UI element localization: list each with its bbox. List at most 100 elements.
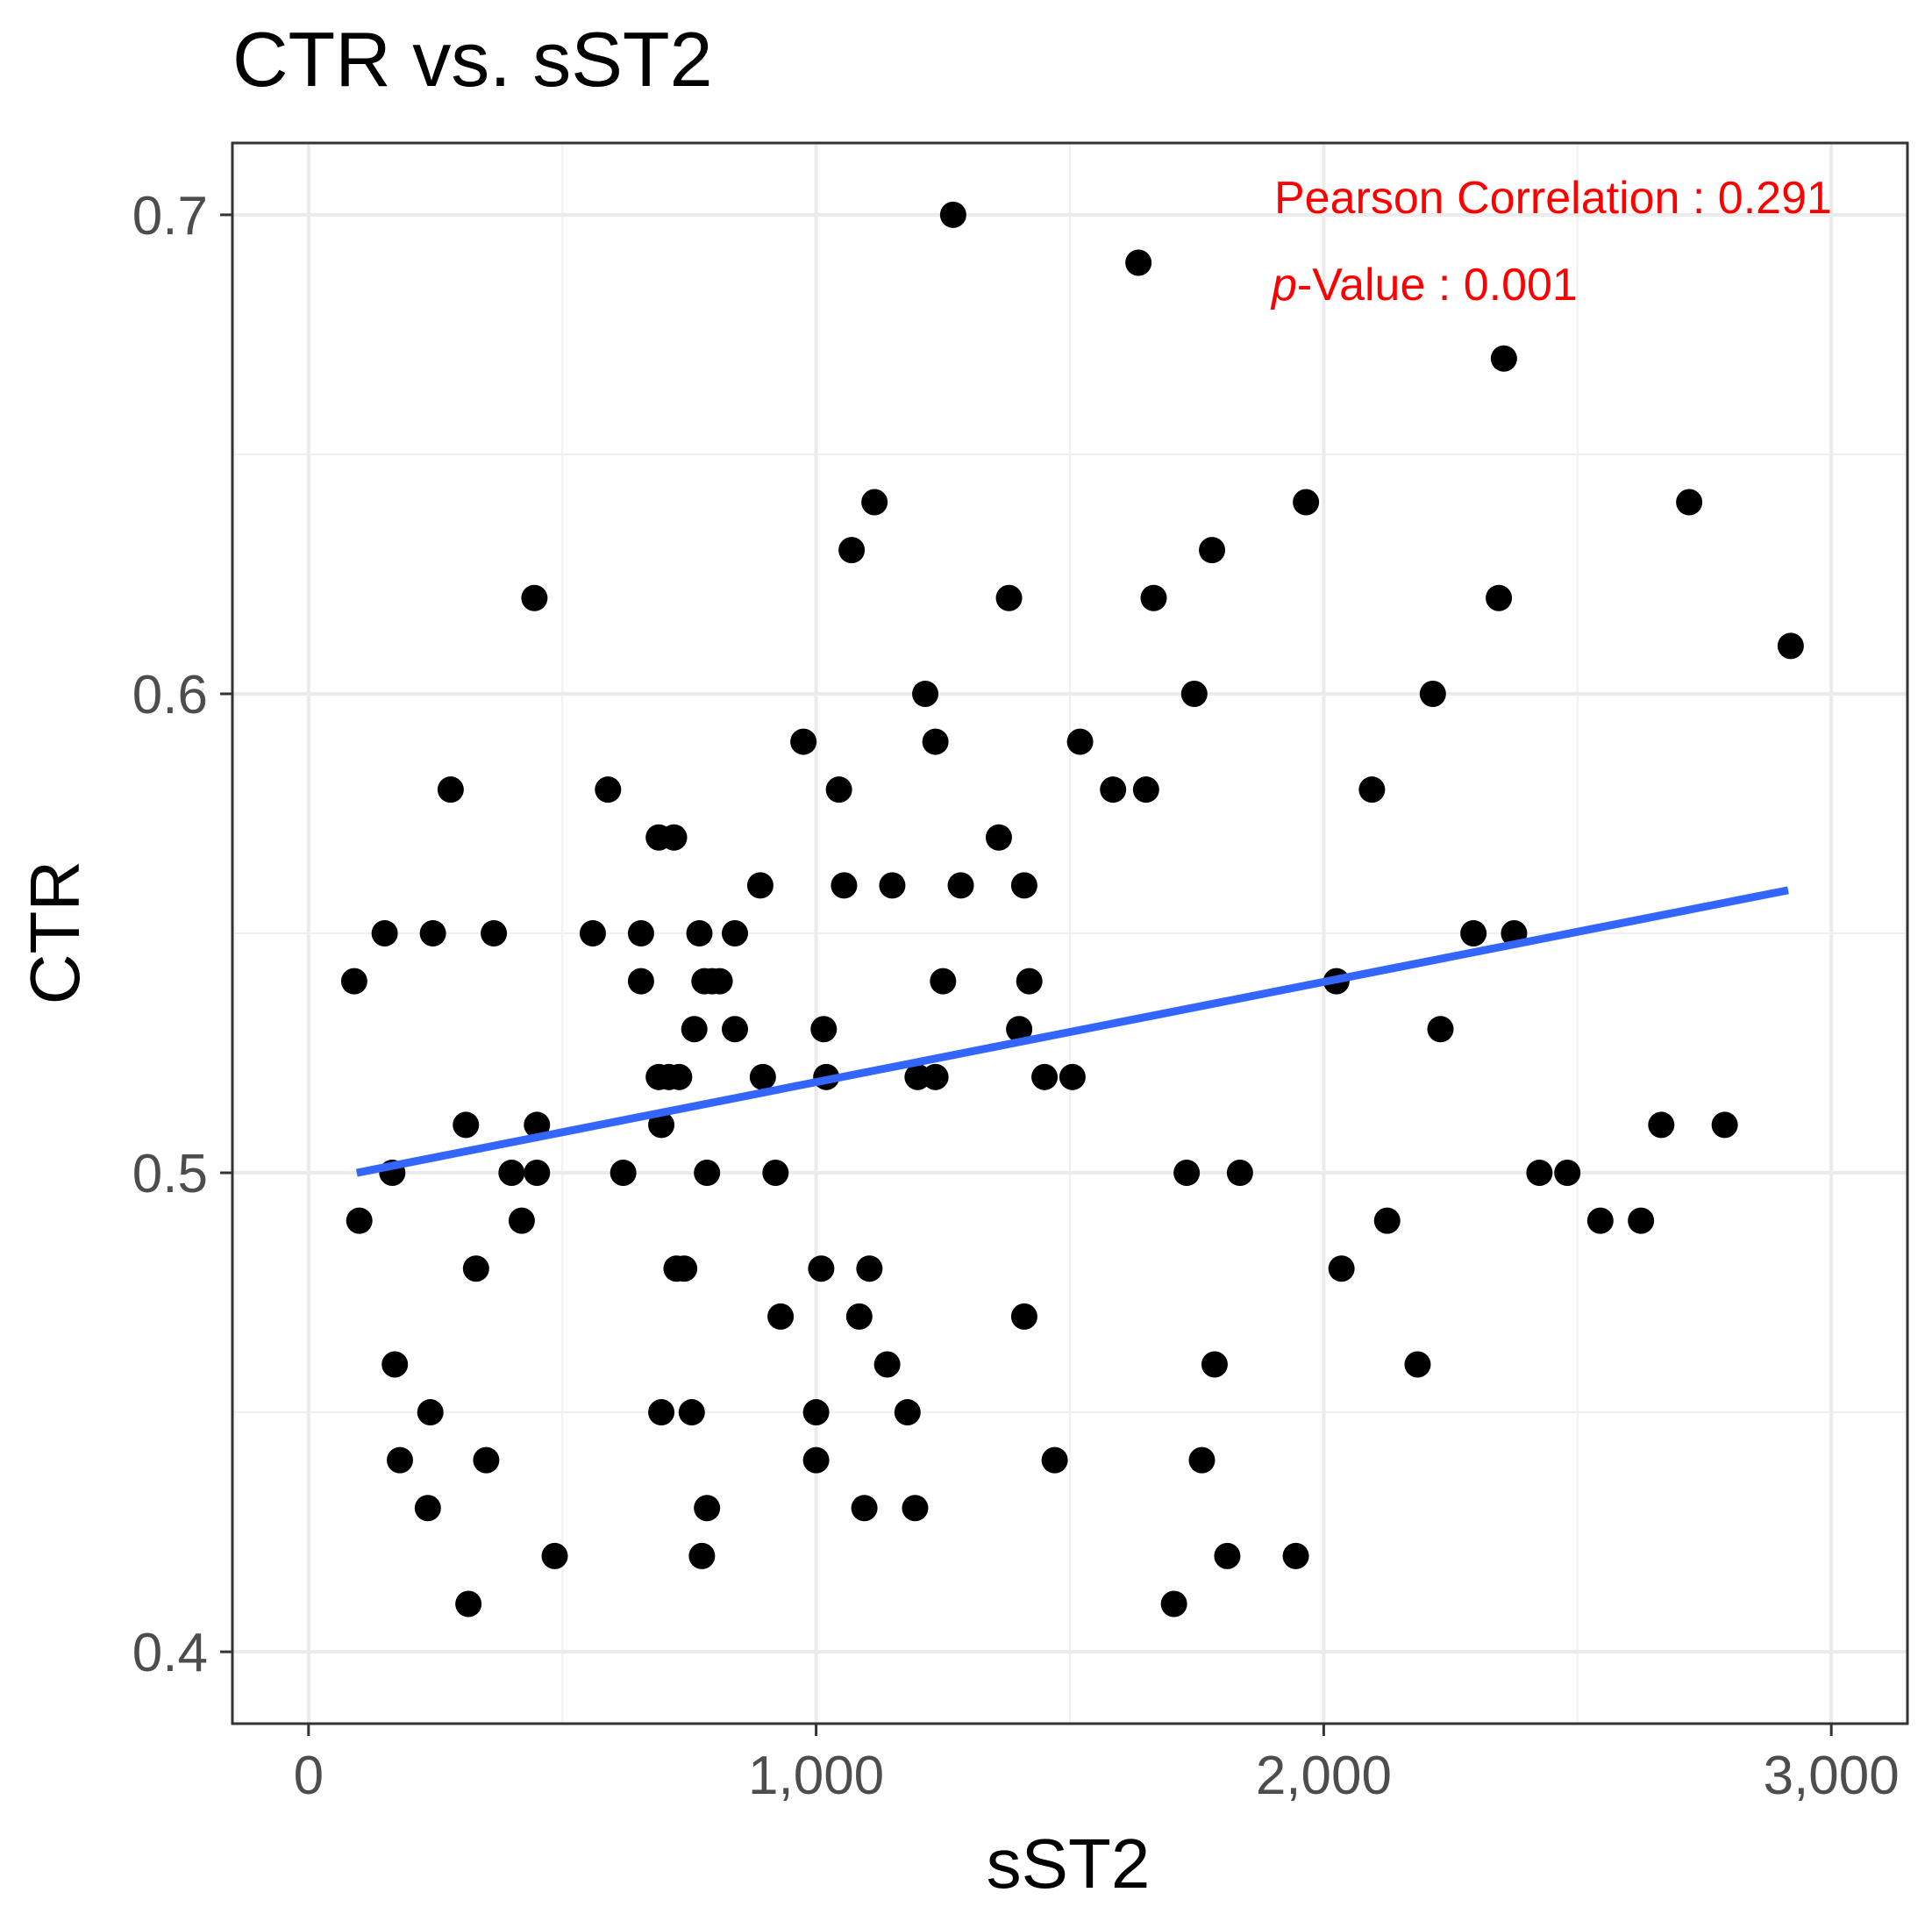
data-point <box>648 1111 675 1139</box>
data-point <box>1059 1063 1086 1090</box>
data-point <box>1125 249 1152 276</box>
data-point <box>610 1160 637 1187</box>
data-point <box>851 1495 878 1522</box>
data-point <box>387 1446 413 1474</box>
trend-line <box>355 886 1789 1177</box>
data-point <box>1293 489 1320 516</box>
data-point <box>767 1303 795 1330</box>
data-point <box>694 1160 721 1187</box>
data-point <box>1777 632 1804 660</box>
trend-line-group <box>355 886 1789 1177</box>
data-point <box>861 489 888 516</box>
data-point <box>453 1111 480 1139</box>
data-point <box>1201 1351 1228 1378</box>
data-point <box>666 1063 693 1090</box>
data-point <box>595 776 622 803</box>
data-point <box>856 1255 883 1282</box>
data-point <box>825 776 852 803</box>
y-tick-label: 0.6 <box>132 665 208 725</box>
data-point <box>455 1590 482 1618</box>
data-point <box>627 920 654 946</box>
data-point <box>1486 584 1513 611</box>
data-point <box>995 584 1023 611</box>
x-tick-label: 3,000 <box>1764 1746 1900 1806</box>
data-point <box>524 1160 551 1187</box>
chart-title: CTR vs. sST2 <box>232 16 713 103</box>
data-point <box>922 1063 949 1090</box>
y-tick-label: 0.4 <box>132 1623 208 1683</box>
data-point <box>838 537 866 564</box>
data-point <box>845 1303 873 1330</box>
data-point <box>802 1399 830 1426</box>
data-point <box>746 872 774 899</box>
plot-panel-border <box>231 141 1909 1725</box>
data-point <box>473 1446 500 1474</box>
data-point <box>873 1351 901 1378</box>
data-point <box>579 920 606 946</box>
data-point <box>1214 1542 1241 1569</box>
data-point <box>802 1446 830 1474</box>
data-point <box>1711 1111 1738 1139</box>
data-point <box>671 1255 698 1282</box>
data-point <box>1066 728 1094 755</box>
data-point <box>930 968 957 995</box>
data-point <box>1490 345 1517 372</box>
data-point <box>1041 1446 1068 1474</box>
p-value-label: p-Value : 0.001 <box>1270 260 1578 311</box>
data-point <box>1173 1160 1201 1187</box>
data-point <box>627 968 654 995</box>
x-tick-label: 2,000 <box>1256 1746 1392 1806</box>
data-point <box>1648 1111 1675 1139</box>
data-point <box>1554 1160 1581 1187</box>
data-point <box>1160 1590 1187 1618</box>
data-point <box>1419 680 1446 707</box>
data-point <box>437 776 464 803</box>
y-tick-label: 0.5 <box>132 1144 208 1204</box>
x-tick-label: 1,000 <box>748 1746 884 1806</box>
data-point <box>419 920 446 946</box>
y-axis-ticks: 0.4 0.5 0.6 0.7 <box>132 186 232 1683</box>
data-point <box>686 920 713 946</box>
data-point <box>1031 1063 1059 1090</box>
data-point <box>762 1160 789 1187</box>
data-point <box>790 728 817 755</box>
data-point <box>346 1207 373 1234</box>
data-point <box>1140 584 1167 611</box>
data-point <box>808 1255 835 1282</box>
p-value-text: -Value : 0.001 <box>1297 260 1578 311</box>
data-point <box>1132 776 1159 803</box>
data-point <box>1010 1303 1037 1330</box>
data-point <box>462 1255 489 1282</box>
data-point <box>371 920 398 946</box>
data-point <box>1180 680 1208 707</box>
data-point <box>648 1399 675 1426</box>
data-point <box>1010 872 1037 899</box>
data-point <box>1373 1207 1401 1234</box>
data-point <box>1586 1207 1614 1234</box>
data-point <box>498 1160 525 1187</box>
data-point <box>722 920 748 946</box>
data-point <box>912 680 939 707</box>
data-point <box>810 1016 838 1043</box>
data-point <box>1226 1160 1253 1187</box>
data-point <box>524 1111 551 1139</box>
data-point <box>660 824 688 851</box>
data-point <box>417 1399 444 1426</box>
x-axis-title: sST2 <box>987 1825 1151 1903</box>
data-point <box>694 1495 721 1522</box>
data-point <box>706 968 733 995</box>
x-axis-ticks: 0 1,000 2,000 3,000 <box>294 1724 1900 1806</box>
data-point <box>1188 1446 1216 1474</box>
data-point <box>1404 1351 1431 1378</box>
data-point <box>681 1016 708 1043</box>
data-point <box>1006 1016 1033 1043</box>
data-point <box>1282 1542 1309 1569</box>
data-point <box>1628 1207 1655 1234</box>
data-point <box>481 920 508 946</box>
y-tick-label: 0.7 <box>132 186 208 246</box>
data-point <box>340 968 367 995</box>
data-point <box>722 1016 748 1043</box>
data-point <box>894 1399 921 1426</box>
